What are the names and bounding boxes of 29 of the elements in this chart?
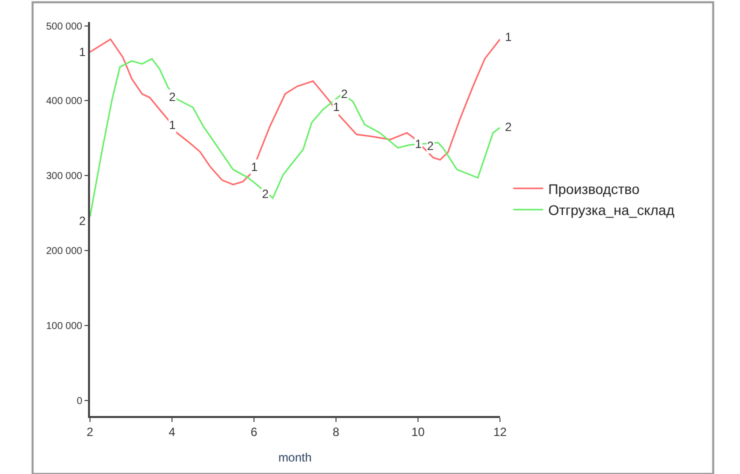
y-tick-label: 0 (76, 396, 83, 407)
x-tick-label: 4 (168, 425, 176, 440)
y-tick-label: 400 000 (46, 96, 83, 108)
annotation: 1 (251, 160, 258, 174)
annotation: 1 (333, 100, 340, 114)
x-tick-label: 12 (493, 425, 507, 440)
annotation: 1 (169, 118, 176, 132)
x-tick-label: 10 (411, 425, 425, 440)
annotation: 1 (415, 137, 422, 151)
legend-label: Отгрузка_на_склад (548, 202, 674, 218)
x-tick-label: 8 (332, 425, 340, 440)
y-tick-label: 200 000 (46, 246, 83, 257)
annotation: 2 (169, 90, 176, 104)
annotation: 2 (341, 87, 348, 101)
x-tick-label: 6 (250, 425, 258, 440)
line-series (90, 58, 500, 218)
annotation: 2 (79, 214, 86, 228)
annotation: 1 (79, 45, 86, 59)
y-tick-label: 500 000 (46, 21, 83, 32)
line-series (90, 38, 500, 186)
y-tick-label: 300 000 (46, 171, 83, 182)
annotation: 1 (505, 30, 512, 44)
annotation: 2 (262, 187, 269, 201)
y-tick-label: 100 000 (46, 320, 83, 332)
x-tick-label: 2 (86, 425, 94, 440)
legend-label: Производство (548, 180, 640, 197)
annotation: 2 (505, 120, 512, 134)
annotation: 2 (427, 139, 434, 153)
x-axis-title: month (278, 450, 312, 465)
